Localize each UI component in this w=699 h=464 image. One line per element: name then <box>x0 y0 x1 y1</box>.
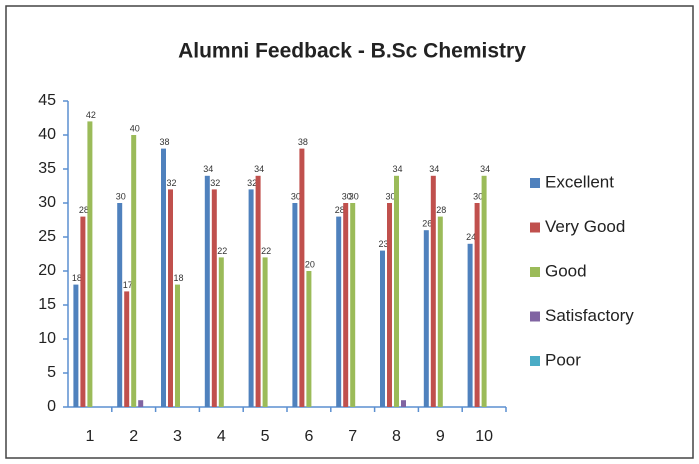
x-tick-label: 8 <box>392 428 401 445</box>
bar <box>73 284 79 407</box>
bar <box>380 250 385 407</box>
bar <box>394 175 399 407</box>
data-label: 34 <box>203 164 213 174</box>
data-label: 18 <box>173 273 183 283</box>
x-tick-label: 2 <box>129 428 138 445</box>
bar <box>481 175 487 407</box>
y-tick-label: 20 <box>38 262 56 279</box>
y-tick-label: 15 <box>38 296 56 313</box>
data-label: 30 <box>116 191 126 201</box>
bar <box>161 148 166 407</box>
bar <box>350 203 356 407</box>
legend-swatch <box>530 311 540 322</box>
legend-label: Very Good <box>545 217 625 236</box>
bar <box>138 400 144 407</box>
bar <box>387 203 392 407</box>
data-label: 28 <box>79 205 89 215</box>
y-tick-label: 40 <box>38 126 56 143</box>
data-label: 34 <box>254 164 264 174</box>
data-label: 32 <box>210 178 220 188</box>
data-label: 42 <box>86 110 96 120</box>
chart-title: Alumni Feedback - B.Sc Chemistry <box>178 40 526 63</box>
legend-swatch <box>530 222 540 233</box>
bar <box>117 203 123 407</box>
legend-swatch <box>530 267 540 277</box>
bar <box>87 121 93 408</box>
bar <box>80 216 86 407</box>
data-label: 30 <box>349 191 359 201</box>
data-label: 30 <box>342 191 352 201</box>
data-label: 34 <box>429 164 439 174</box>
x-tick-label: 10 <box>475 428 493 445</box>
data-label: 26 <box>422 219 432 229</box>
bar <box>131 135 137 407</box>
bar <box>175 284 180 407</box>
legend-label: Excellent <box>545 172 614 191</box>
bar <box>168 189 173 407</box>
data-label: 34 <box>392 164 402 174</box>
y-tick-label: 30 <box>38 194 56 211</box>
data-label: 28 <box>335 205 345 215</box>
bar <box>430 175 436 407</box>
bar <box>124 291 130 407</box>
x-tick-label: 9 <box>436 428 445 445</box>
legend-swatch <box>530 178 540 188</box>
data-label: 32 <box>247 178 257 188</box>
data-label: 38 <box>159 137 169 147</box>
bar <box>423 230 429 407</box>
bar <box>248 189 254 407</box>
bar <box>474 203 480 407</box>
data-label: 32 <box>166 178 176 188</box>
data-label: 22 <box>217 246 227 256</box>
data-label: 30 <box>473 191 483 201</box>
legend-label: Good <box>545 261 587 280</box>
data-label: 23 <box>378 239 388 249</box>
x-tick-label: 4 <box>217 428 226 445</box>
bar <box>306 271 312 407</box>
bar <box>401 400 406 407</box>
legend-label: Satisfactory <box>545 306 634 325</box>
data-label: 40 <box>130 123 140 133</box>
y-tick-label: 25 <box>38 228 56 245</box>
y-tick-label: 10 <box>38 330 56 347</box>
x-tick-label: 3 <box>173 428 182 445</box>
data-label: 22 <box>261 246 271 256</box>
data-label: 17 <box>123 280 133 290</box>
bar <box>292 203 298 407</box>
data-label: 34 <box>480 164 490 174</box>
y-tick-label: 35 <box>38 160 56 177</box>
data-label: 30 <box>385 191 395 201</box>
legend-swatch <box>530 356 540 366</box>
bar <box>204 175 210 407</box>
bar <box>255 175 261 407</box>
bar <box>218 257 224 407</box>
bar <box>437 216 443 407</box>
data-label: 28 <box>436 205 446 215</box>
y-tick-label: 45 <box>38 92 56 109</box>
data-label: 24 <box>466 232 476 242</box>
bar <box>336 216 342 407</box>
bar <box>467 243 473 407</box>
bar <box>343 203 349 407</box>
y-tick-label: 5 <box>47 364 56 381</box>
bar <box>211 189 217 407</box>
data-label: 20 <box>305 259 315 269</box>
x-tick-label: 1 <box>85 428 94 445</box>
x-tick-label: 7 <box>348 428 357 445</box>
y-tick-label: 0 <box>47 398 56 415</box>
data-label: 18 <box>72 273 82 283</box>
x-tick-label: 5 <box>261 428 270 445</box>
data-label: 30 <box>291 191 301 201</box>
data-label: 38 <box>298 137 308 147</box>
legend-label: Poor <box>545 350 581 369</box>
bar <box>299 148 305 407</box>
bar <box>262 257 268 407</box>
x-tick-label: 6 <box>304 428 313 445</box>
